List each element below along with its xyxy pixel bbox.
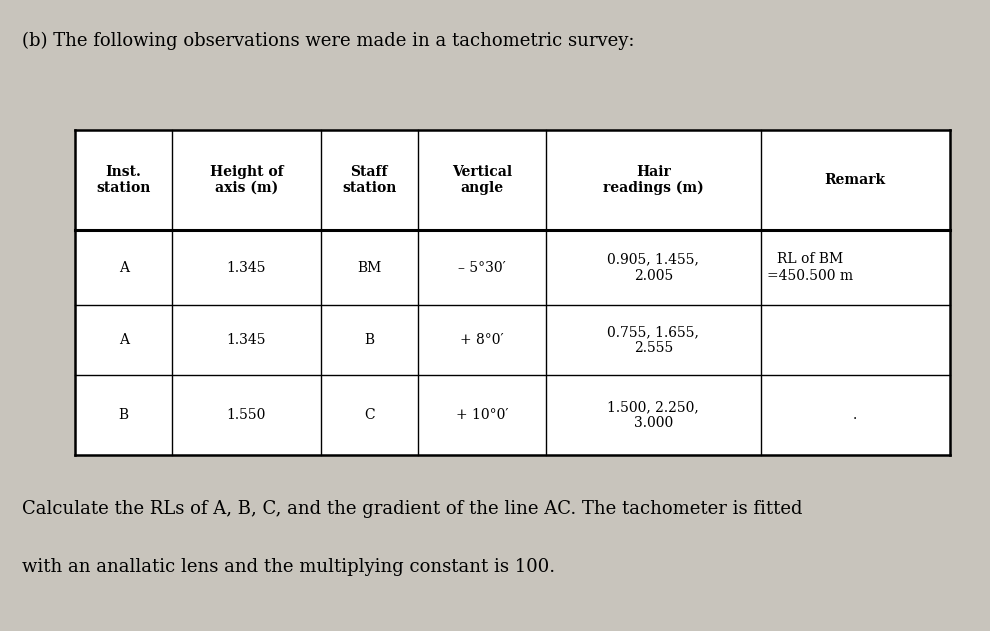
Text: 1.345: 1.345 — [227, 333, 266, 347]
Text: + 8°0′: + 8°0′ — [460, 333, 504, 347]
Text: Hair
readings (m): Hair readings (m) — [603, 165, 704, 196]
Text: BM: BM — [357, 261, 381, 274]
Text: 0.905, 1.455,
2.005: 0.905, 1.455, 2.005 — [607, 252, 699, 283]
Text: (b) The following observations were made in a tachometric survey:: (b) The following observations were made… — [22, 32, 635, 50]
Text: B: B — [119, 408, 129, 422]
Text: with an anallatic lens and the multiplying constant is 100.: with an anallatic lens and the multiplyi… — [22, 558, 555, 576]
Text: 1.500, 2.250,
3.000: 1.500, 2.250, 3.000 — [607, 400, 699, 430]
Text: + 10°0′: + 10°0′ — [455, 408, 508, 422]
Text: A: A — [119, 333, 129, 347]
Text: C: C — [364, 408, 374, 422]
Text: B: B — [364, 333, 374, 347]
Text: Calculate the RLs of A, B, C, and the gradient of the line AC. The tachometer is: Calculate the RLs of A, B, C, and the gr… — [22, 500, 803, 518]
Text: A: A — [119, 261, 129, 274]
Text: Staff
station: Staff station — [342, 165, 396, 195]
Text: RL of BM
=450.500 m: RL of BM =450.500 m — [766, 252, 852, 283]
Bar — [75, 130, 950, 455]
Text: 0.755, 1.655,
2.555: 0.755, 1.655, 2.555 — [607, 325, 699, 355]
Text: .: . — [853, 408, 857, 422]
Text: Vertical
angle: Vertical angle — [451, 165, 512, 195]
Text: Inst.
station: Inst. station — [96, 165, 150, 195]
Text: 1.345: 1.345 — [227, 261, 266, 274]
Text: 1.550: 1.550 — [227, 408, 266, 422]
Text: Remark: Remark — [825, 173, 886, 187]
Text: – 5°30′: – 5°30′ — [458, 261, 506, 274]
Text: Height of
axis (m): Height of axis (m) — [210, 165, 283, 195]
